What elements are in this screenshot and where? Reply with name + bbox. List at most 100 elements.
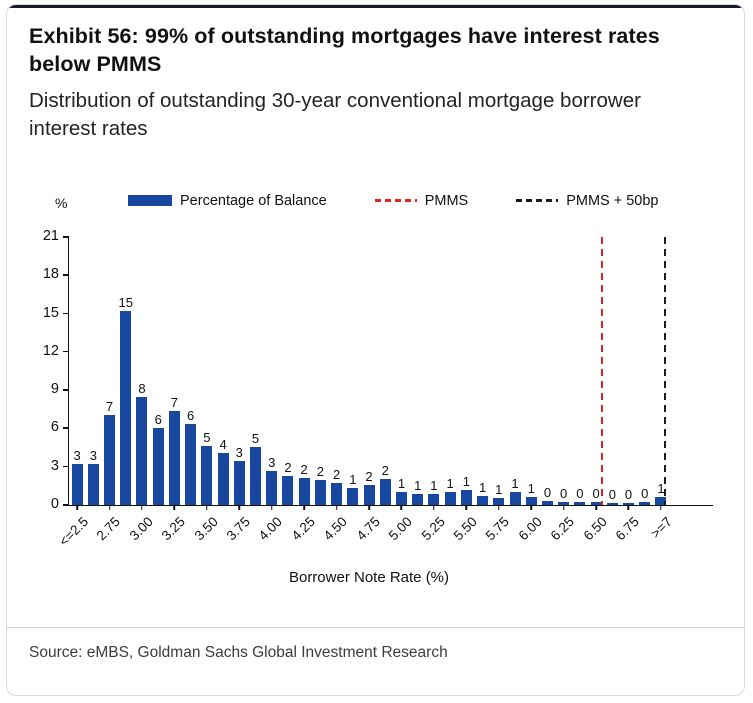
- bar: [541, 500, 553, 505]
- bar-value-label: 6: [154, 411, 162, 427]
- bar-slot: 2: [312, 237, 328, 505]
- footer-divider: [7, 626, 744, 628]
- bar: [314, 480, 326, 505]
- exhibit-card: Exhibit 56: 99% of outstanding mortgages…: [6, 4, 745, 696]
- bar: [574, 501, 586, 505]
- bars-row: 3 3 7 15 8 6 7 6 5 4 3 5 3 2 2 2 2 1 2 2 1 1 1 1 1 1 1 1 1 0 0 0 0 0 0 0 1: [69, 236, 669, 505]
- y-tick-label: 15: [42, 304, 59, 321]
- x-tick-mark: [108, 504, 111, 510]
- y-axis-unit-label: %: [55, 194, 68, 211]
- bar-value-label: 0: [608, 487, 616, 503]
- bar-value-label: 1: [478, 479, 487, 495]
- bar: [590, 501, 602, 505]
- bar: [347, 487, 359, 505]
- bar-value-label: 1: [430, 478, 438, 494]
- bar: [428, 494, 440, 505]
- bar: [493, 498, 505, 505]
- bar-slot: 0: [620, 237, 636, 505]
- bar-value-label: 0: [543, 484, 552, 500]
- bar-slot: 7: [166, 237, 182, 505]
- x-tick-mark: [400, 504, 403, 510]
- y-tick-label: 6: [50, 419, 59, 436]
- bar-value-label: 3: [89, 447, 97, 463]
- bar: [331, 482, 343, 505]
- source-note: Source: eMBS, Goldman Sachs Global Inves…: [29, 643, 448, 661]
- bar-slot: 6: [183, 237, 199, 505]
- bar-value-label: 7: [170, 395, 179, 411]
- bar-value-label: 2: [300, 461, 308, 477]
- y-tick-label: 3: [50, 457, 59, 474]
- bar-slot: 0: [637, 237, 653, 505]
- bar-value-label: 6: [187, 408, 195, 424]
- legend-bar-swatch: [128, 195, 172, 206]
- bar-slot: 3: [85, 237, 101, 505]
- bar-slot: 1: [653, 237, 669, 505]
- x-tick-mark: [497, 504, 500, 510]
- bar-value-label: 2: [365, 469, 373, 485]
- bar-value-label: 0: [624, 487, 633, 503]
- legend-pmms-50bp-dash-swatch: [516, 199, 559, 202]
- y-tick-label: 9: [50, 381, 59, 398]
- pmms-vline: [600, 236, 603, 505]
- chart: Percentage of Balance PMMS PMMS + 50bp %…: [29, 185, 722, 589]
- bar-slot: 5: [247, 237, 263, 505]
- bar-slot: 0: [539, 237, 555, 505]
- bar-slot: 1: [474, 237, 490, 505]
- bar-value-label: 1: [495, 482, 503, 498]
- bar: [168, 411, 180, 505]
- legend-label-pmms-plus-50bp: PMMS + 50bp: [566, 192, 659, 209]
- bar-slot: 1: [491, 237, 507, 505]
- bar-slot: 3: [264, 237, 280, 505]
- bar-slot: 3: [69, 237, 85, 505]
- bar: [298, 477, 310, 505]
- bar-value-label: 7: [105, 399, 114, 415]
- bar: [606, 503, 618, 505]
- x-tick-mark: [173, 504, 176, 510]
- bar: [152, 427, 164, 505]
- bar: [87, 463, 99, 505]
- bar-slot: 2: [377, 237, 393, 505]
- bar: [71, 463, 83, 505]
- y-tick-mark: [63, 465, 69, 468]
- bar-value-label: 5: [203, 429, 211, 445]
- bar-value-label: 0: [592, 485, 600, 501]
- x-tick-mark: [238, 504, 241, 510]
- bar: [217, 453, 229, 505]
- bar-slot: 4: [215, 237, 231, 505]
- bar: [477, 495, 489, 505]
- exhibit-subtitle: Distribution of outstanding 30-year conv…: [29, 88, 641, 140]
- bar: [136, 397, 148, 505]
- bar-value-label: 3: [73, 447, 81, 463]
- bar-slot: 2: [280, 237, 296, 505]
- legend-item-pmms: PMMS: [374, 192, 469, 209]
- bar-slot: 15: [118, 237, 134, 505]
- bar: [266, 471, 278, 505]
- legend-item-pmms-plus-50bp: PMMS + 50bp: [516, 192, 659, 209]
- bar-slot: 0: [572, 237, 588, 505]
- bar: [639, 501, 651, 505]
- y-tick-label: 0: [50, 496, 59, 512]
- y-tick-mark: [63, 504, 69, 506]
- bar-slot: 1: [426, 237, 442, 505]
- top-rule: [7, 5, 744, 8]
- legend-label-pmms: PMMS: [424, 192, 469, 209]
- x-tick-mark: [335, 504, 338, 510]
- bar: [412, 494, 424, 505]
- bar-value-label: 1: [527, 480, 535, 496]
- bar-value-label: 5: [251, 431, 260, 447]
- bar-value-label: 4: [219, 437, 227, 453]
- bar-value-label: 2: [332, 466, 341, 482]
- bar-value-label: 2: [284, 460, 292, 476]
- x-tick-mark: [303, 504, 305, 510]
- x-tick-mark: [141, 504, 143, 510]
- bar-slot: 1: [523, 237, 539, 505]
- x-axis-title: Borrower Note Rate (%): [288, 568, 450, 586]
- bar: [623, 503, 635, 505]
- bar: [185, 424, 197, 505]
- bar-slot: 1: [393, 237, 409, 505]
- y-tick-mark: [63, 274, 69, 276]
- y-tick-mark: [63, 312, 69, 315]
- bar: [509, 491, 521, 505]
- y-tick-mark: [63, 350, 69, 353]
- bar-slot: 8: [134, 237, 150, 505]
